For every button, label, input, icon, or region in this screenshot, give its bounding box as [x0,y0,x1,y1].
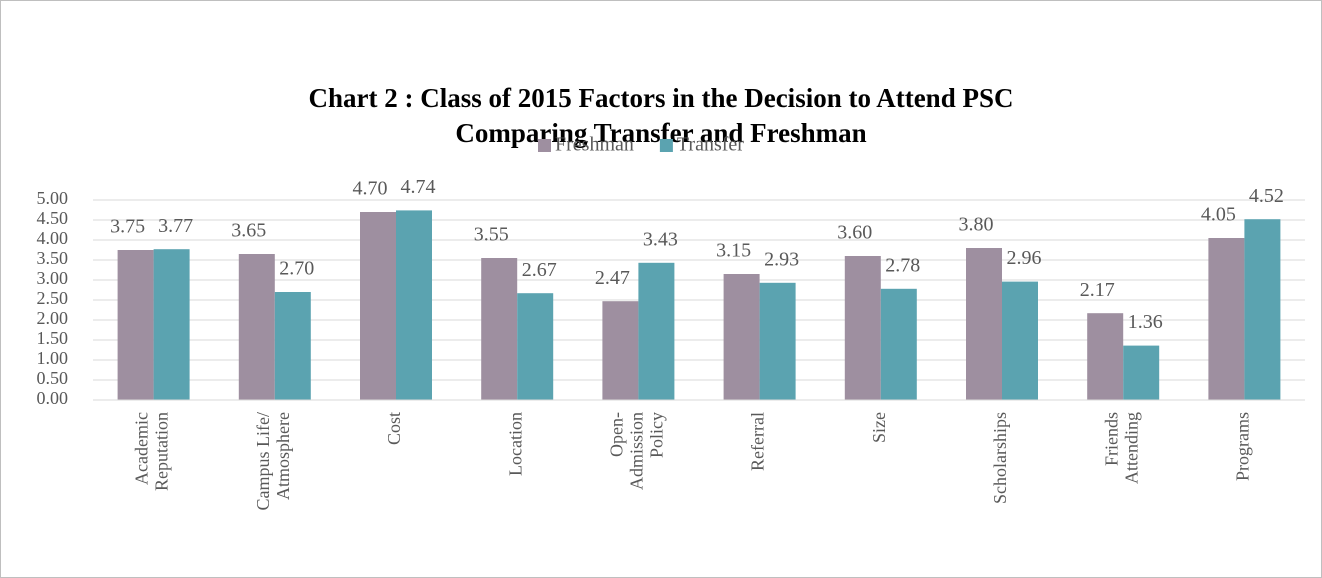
bar [117,250,154,400]
x-tick-label: Attending [1121,412,1141,484]
legend-label: Transfer [677,134,744,156]
y-tick-label: 3.50 [37,248,69,268]
y-tick-label: 1.50 [37,328,69,348]
value-label: 3.75 [110,216,145,238]
x-tick-label: Friends [1101,412,1121,466]
bar [638,262,675,400]
value-label: 2.47 [595,267,630,289]
value-label: 3.60 [837,222,872,244]
bar [238,254,275,400]
x-tick-label: Location [505,412,525,476]
x-tick-label: Scholarships [990,412,1010,504]
value-label: 4.74 [401,176,436,198]
bar [880,288,917,400]
value-label: 2.67 [522,259,557,281]
bar [966,248,1002,400]
value-label: 2.93 [764,248,799,270]
bar [360,212,396,400]
y-tick-label: 0.50 [37,368,69,388]
value-label: 4.70 [353,178,388,200]
bar [1087,313,1124,400]
value-label: 2.96 [1007,247,1042,269]
y-tick-label: 5.00 [37,188,69,208]
value-label: 2.70 [279,258,314,280]
value-label: 3.55 [474,224,509,246]
value-label: 4.52 [1249,185,1284,207]
bar [1123,345,1160,400]
y-tick-label: 1.00 [37,348,69,368]
y-tick-label: 2.00 [37,308,69,328]
y-tick-label: 4.00 [37,228,69,248]
x-tick-label: Programs [1233,412,1253,481]
y-tick-label: 3.00 [37,268,69,288]
bar [153,249,190,400]
x-tick-label: Campus Life/ [253,412,273,510]
bar [396,210,432,400]
value-label: 3.65 [231,220,266,242]
chart-title: Chart 2 : Class of 2015 Factors in the D… [309,83,1014,113]
x-tick-label: Open- [607,412,627,457]
value-label: 1.36 [1128,311,1163,333]
bar [723,274,760,400]
legend-swatch [538,139,551,152]
x-tick-label: Atmosphere [273,412,293,500]
x-tick-label: Referral [748,412,768,471]
x-tick-label: Cost [384,412,404,445]
x-tick-label: Reputation [152,412,172,491]
bar [481,258,518,400]
x-tick-label: Size [869,412,889,443]
bar [1208,238,1245,400]
bar [602,301,639,400]
value-label: 3.43 [643,228,678,250]
value-label: 3.15 [716,240,751,262]
y-tick-label: 2.50 [37,288,69,308]
bar [844,256,881,400]
y-tick-label: 0.00 [37,388,69,408]
value-label: 3.77 [158,215,193,237]
bar [517,293,554,400]
bar [1244,219,1281,400]
bar [759,282,796,400]
legend-label: Freshman [555,134,634,156]
bar [1002,281,1038,400]
x-tick-label: Admission [627,412,647,490]
value-label: 2.78 [885,254,920,276]
x-tick-label: Policy [647,412,667,458]
x-tick-label: Academic [132,412,152,485]
value-label: 2.17 [1080,279,1115,301]
legend-swatch [659,139,673,152]
y-tick-label: 4.50 [37,208,69,228]
bar [274,292,311,400]
value-label: 3.80 [959,214,994,236]
value-label: 4.05 [1201,204,1236,226]
